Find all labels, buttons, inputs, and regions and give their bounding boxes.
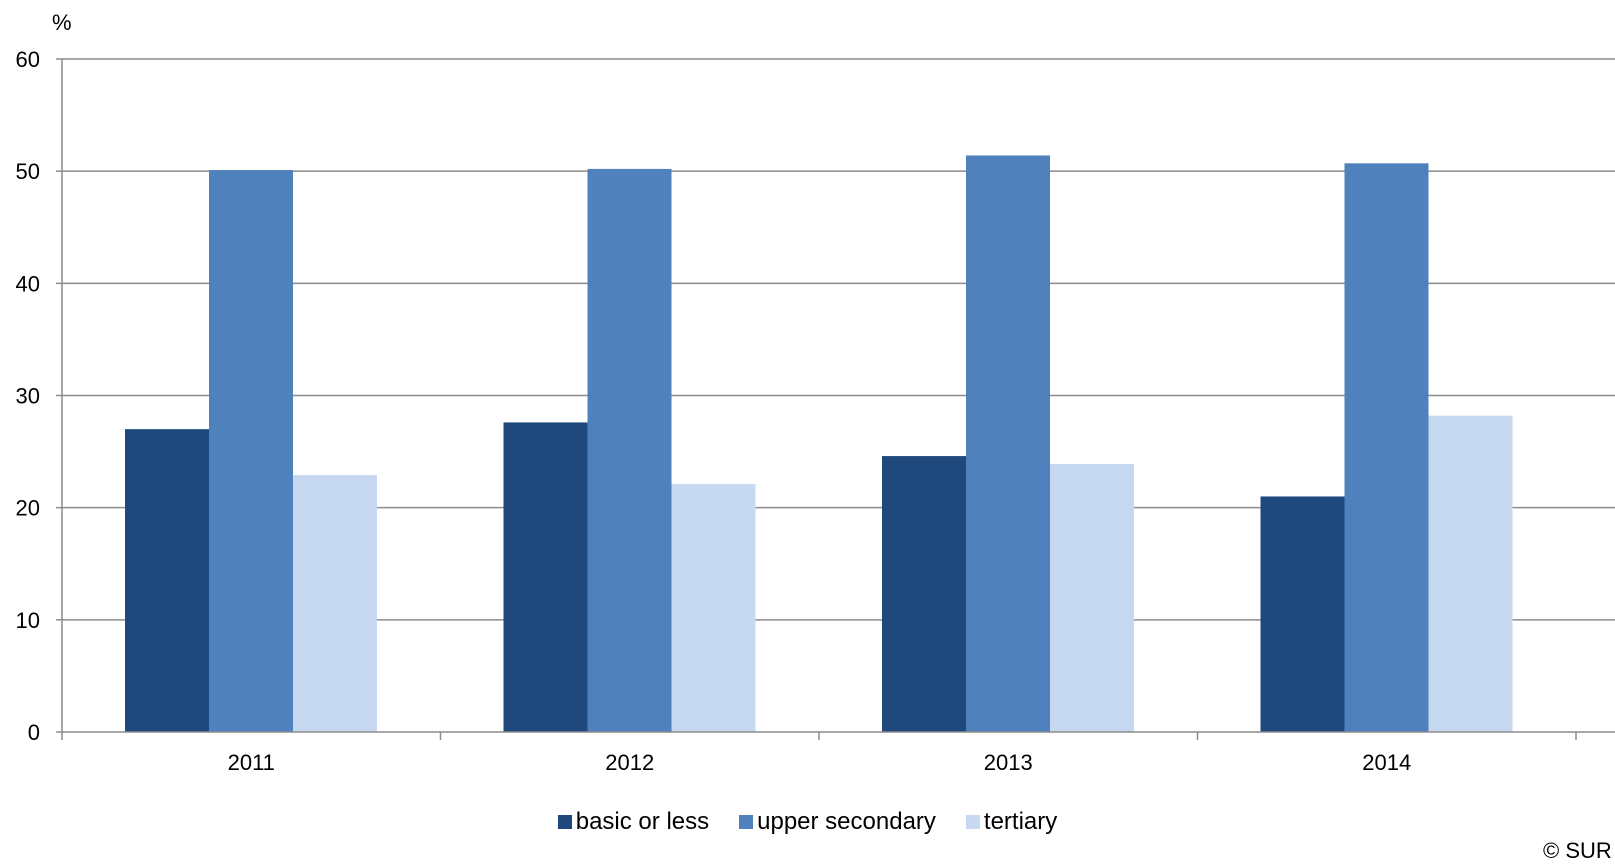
legend-item-tertiary: tertiary bbox=[965, 808, 1058, 836]
legend-swatch bbox=[739, 815, 754, 829]
bar-tertiary-2013 bbox=[1050, 463, 1134, 732]
legend-swatch bbox=[557, 815, 572, 829]
x-tick-label: 2014 bbox=[1362, 750, 1411, 775]
x-tick-label: 2012 bbox=[605, 750, 654, 775]
bar-upper-secondary-2013 bbox=[966, 155, 1050, 733]
y-tick-label: 40 bbox=[16, 271, 40, 296]
y-tick-label: 30 bbox=[16, 384, 40, 409]
legend-item-basic-or-less: basic or less bbox=[557, 808, 710, 836]
bar-upper-secondary-2011 bbox=[209, 170, 293, 733]
legend-swatch bbox=[965, 815, 980, 829]
tick-labels: 0 10 20 30 40 50 60 2011 2012 2013 2014 bbox=[16, 47, 1412, 775]
bar-tertiary-2012 bbox=[671, 484, 756, 732]
y-tick-label: 60 bbox=[16, 47, 40, 72]
copyright-text: © SUR bbox=[1543, 838, 1612, 863]
bar-upper-secondary-2014 bbox=[1344, 163, 1429, 732]
y-tick-label: 0 bbox=[28, 720, 40, 745]
bar-upper-secondary-2012 bbox=[587, 168, 672, 732]
y-axis-unit-label: % bbox=[52, 10, 72, 35]
y-tick-label: 50 bbox=[16, 159, 40, 184]
bar-basic-or-less-2014 bbox=[1260, 496, 1345, 732]
bar-tertiary-2011 bbox=[293, 475, 377, 732]
x-tick-label: 2011 bbox=[228, 750, 275, 775]
x-tick-label: 2013 bbox=[984, 750, 1033, 775]
axes bbox=[56, 58, 1615, 740]
legend: basic or less upper secondary tertiary bbox=[0, 805, 1615, 839]
bar-basic-or-less-2013 bbox=[882, 456, 966, 732]
y-tick-label: 10 bbox=[16, 608, 40, 633]
bar-basic-or-less-2012 bbox=[503, 422, 588, 732]
bars bbox=[125, 155, 1513, 733]
legend-label: upper secondary bbox=[757, 808, 936, 835]
bar-basic-or-less-2011 bbox=[125, 429, 209, 732]
bar-tertiary-2014 bbox=[1428, 415, 1513, 732]
legend-label: tertiary bbox=[983, 808, 1058, 835]
y-tick-label: 20 bbox=[16, 496, 40, 521]
legend-label: basic or less bbox=[575, 808, 710, 835]
legend-item-upper-secondary: upper secondary bbox=[739, 808, 936, 836]
